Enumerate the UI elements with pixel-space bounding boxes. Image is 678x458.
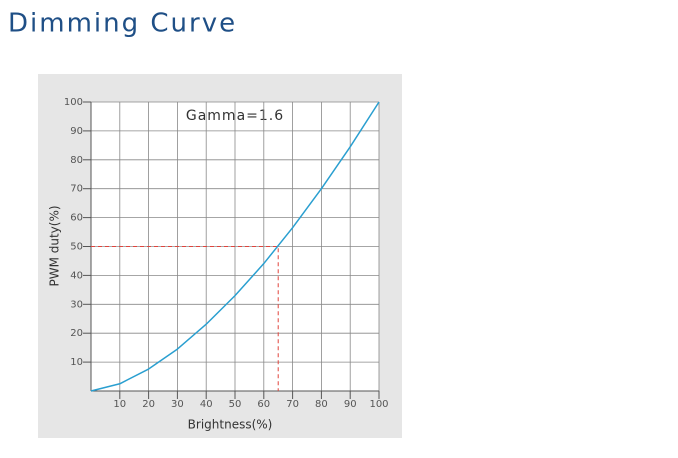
x-axis-label: Brightness(%) (188, 418, 273, 432)
reference-line (91, 246, 279, 391)
x-tick-label: 70 (286, 399, 299, 410)
x-tick-label: 20 (142, 399, 155, 410)
x-tick-label: 90 (344, 399, 357, 410)
y-tick-label: 40 (70, 270, 83, 281)
x-tick-label: 80 (315, 399, 328, 410)
y-tick-label: 70 (70, 184, 83, 195)
y-tick-label: 90 (70, 126, 83, 137)
x-tick-label: 10 (113, 399, 126, 410)
y-tick-label: 80 (70, 155, 83, 166)
x-tick-label: 60 (257, 399, 270, 410)
annotation: Gamma=1.6 (186, 108, 284, 124)
chart-title: Dimming Curve (8, 9, 237, 39)
line-series (90, 101, 380, 392)
y-tick-label: 30 (70, 299, 83, 310)
x-tick-label: 50 (229, 399, 242, 410)
x-tick-label: 30 (171, 399, 184, 410)
y-tick-label: 10 (70, 357, 83, 368)
y-tick-label: 100 (64, 97, 83, 108)
y-axis-label: PWM duty(%) (48, 205, 62, 286)
y-tick-label: 20 (70, 328, 83, 339)
x-tick-label: 40 (200, 399, 213, 410)
y-tick-label: 50 (70, 242, 83, 253)
y-tick-label: 60 (70, 213, 83, 224)
x-tick-label: 100 (369, 399, 388, 410)
